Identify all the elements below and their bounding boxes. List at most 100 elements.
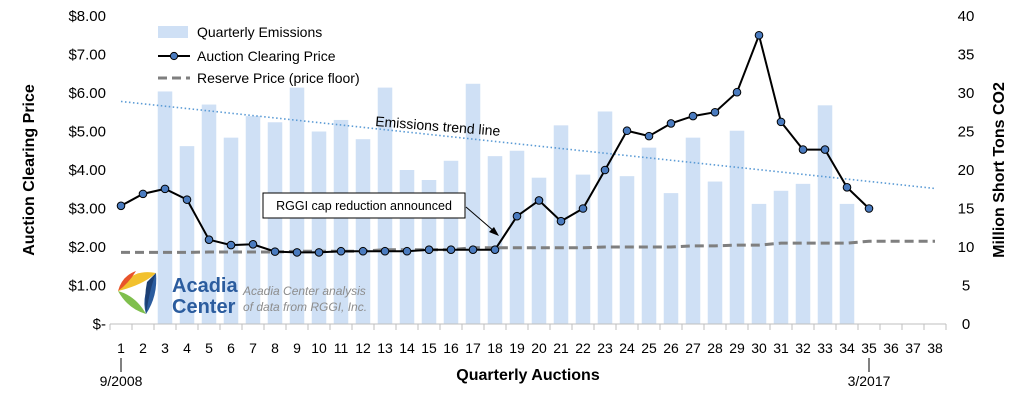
clearing-price-point xyxy=(468,245,478,254)
clearing-price-point xyxy=(358,246,368,256)
y-left-tick-label: $8.00 xyxy=(68,8,106,25)
x-tick-label: 9 xyxy=(293,340,301,356)
logo-petal-navy xyxy=(145,273,156,314)
y-right-tick-label: 35 xyxy=(958,47,975,64)
x-tick-label: 28 xyxy=(707,340,723,356)
emissions-bar xyxy=(531,177,547,324)
x-tick-label: 26 xyxy=(663,340,679,356)
clearing-price-point xyxy=(336,246,346,256)
y-left-tick-label: $3.00 xyxy=(68,201,106,218)
x-tick-label: 18 xyxy=(487,340,503,356)
emissions-bar xyxy=(817,105,833,324)
emissions-bar xyxy=(311,131,327,324)
emissions-bar xyxy=(663,193,679,324)
emissions-bar xyxy=(839,203,855,324)
x-tick-label: 12 xyxy=(355,340,371,356)
emissions-bar xyxy=(355,139,371,324)
logo-petal-yellow xyxy=(118,272,156,291)
y-left-tick-label: $- xyxy=(93,316,106,333)
trend-line-series xyxy=(120,100,936,190)
clearing-price-point xyxy=(446,245,456,254)
y-right-tick-label: 40 xyxy=(958,8,975,25)
y-left-tick-label: $1.00 xyxy=(68,278,106,295)
clearing-price-point xyxy=(622,126,632,136)
trend-line-label: Emissions trend line xyxy=(375,113,501,139)
emissions-bar xyxy=(619,176,635,324)
source-note-line2: of data from RGGI, Inc. xyxy=(243,300,367,314)
emissions-bar xyxy=(685,137,701,324)
x-tick-label: 31 xyxy=(773,340,789,356)
clearing-price-point xyxy=(424,245,434,254)
clearing-price-point xyxy=(754,30,764,40)
callout-arrow-line xyxy=(465,206,496,233)
clearing-price-point xyxy=(842,183,852,192)
x-tick-label: 33 xyxy=(817,340,833,356)
reserve-price-line xyxy=(121,239,935,254)
x-tick-label: 38 xyxy=(927,340,943,356)
legend-label-price: Auction Clearing Price xyxy=(197,48,336,64)
x-tick-label: 10 xyxy=(311,340,327,356)
emissions-bar xyxy=(267,122,283,324)
y-left-tick-label: $5.00 xyxy=(68,124,106,141)
clearing-price-point xyxy=(710,107,720,117)
emissions-bar xyxy=(201,104,217,324)
x-tick-label: 11 xyxy=(334,340,349,356)
x-tick-label: 29 xyxy=(729,340,745,356)
x-tick-label: 36 xyxy=(883,340,899,356)
clearing-price-point xyxy=(644,131,654,141)
x-tick-label: 7 xyxy=(249,340,257,356)
callout-box xyxy=(262,192,466,219)
x-tick-label: 1 xyxy=(117,340,125,356)
emissions-bar xyxy=(509,150,525,324)
emissions-bar xyxy=(641,147,657,324)
x-tick-label: 21 xyxy=(553,340,569,356)
y-left-axis-title: Auction Clearing Price xyxy=(21,84,38,256)
logo-petal-red xyxy=(118,271,136,291)
clearing-price-point xyxy=(182,195,192,204)
clearing-price-point xyxy=(204,235,214,244)
clearing-price-point xyxy=(534,196,544,205)
y-right-tick-label: 30 xyxy=(958,85,975,102)
callout-arrow-head xyxy=(489,227,499,236)
x-tick-label: 32 xyxy=(795,340,811,356)
legend-swatch-price-marker xyxy=(169,51,179,61)
x-tick-label: 30 xyxy=(751,340,767,356)
clearing-price-point xyxy=(226,240,236,250)
clearing-price-point xyxy=(512,211,522,221)
clearing-price-point xyxy=(138,189,148,199)
clearing-price-point xyxy=(292,248,302,257)
emissions-bar xyxy=(179,146,195,324)
clearing-price-point xyxy=(160,184,170,194)
clearing-price-point xyxy=(556,216,566,226)
emissions-bar xyxy=(575,174,591,324)
emissions-bar xyxy=(157,91,173,325)
callout-text: RGGI cap reduction announced xyxy=(276,199,452,213)
clearing-price-point xyxy=(776,117,786,127)
x-start-date-label: 9/2008 xyxy=(100,373,143,389)
clearing-price-point xyxy=(798,145,808,154)
reserve-price-series xyxy=(121,239,935,254)
emissions-bar xyxy=(245,116,261,324)
x-tick-label: 3 xyxy=(161,340,169,356)
clearing-price-point xyxy=(314,248,324,257)
y-left-tick-label: $6.00 xyxy=(68,85,106,102)
x-tick-label: 37 xyxy=(905,340,921,356)
x-tick-label: 13 xyxy=(377,340,393,356)
logo-wordmark-line2: Center xyxy=(172,296,236,318)
legend-swatch-emissions xyxy=(158,26,188,38)
x-tick-label: 19 xyxy=(509,340,525,356)
x-tick-label: 14 xyxy=(399,340,415,356)
clearing-price-point xyxy=(380,246,390,256)
y-right-tick-label: 10 xyxy=(958,239,975,256)
emissions-bar xyxy=(597,111,613,324)
legend: Quarterly Emissions Auction Clearing Pri… xyxy=(158,24,360,86)
x-tick-label: 23 xyxy=(597,340,613,356)
emissions-bar xyxy=(795,183,811,324)
clearing-price-point xyxy=(248,240,258,249)
x-tick-label: 20 xyxy=(531,340,547,356)
logo-petal-green xyxy=(118,291,146,314)
y-right-tick-label: 5 xyxy=(962,278,970,295)
legend-label-floor: Reserve Price (price floor) xyxy=(197,70,360,86)
clearing-price-point xyxy=(402,246,412,256)
